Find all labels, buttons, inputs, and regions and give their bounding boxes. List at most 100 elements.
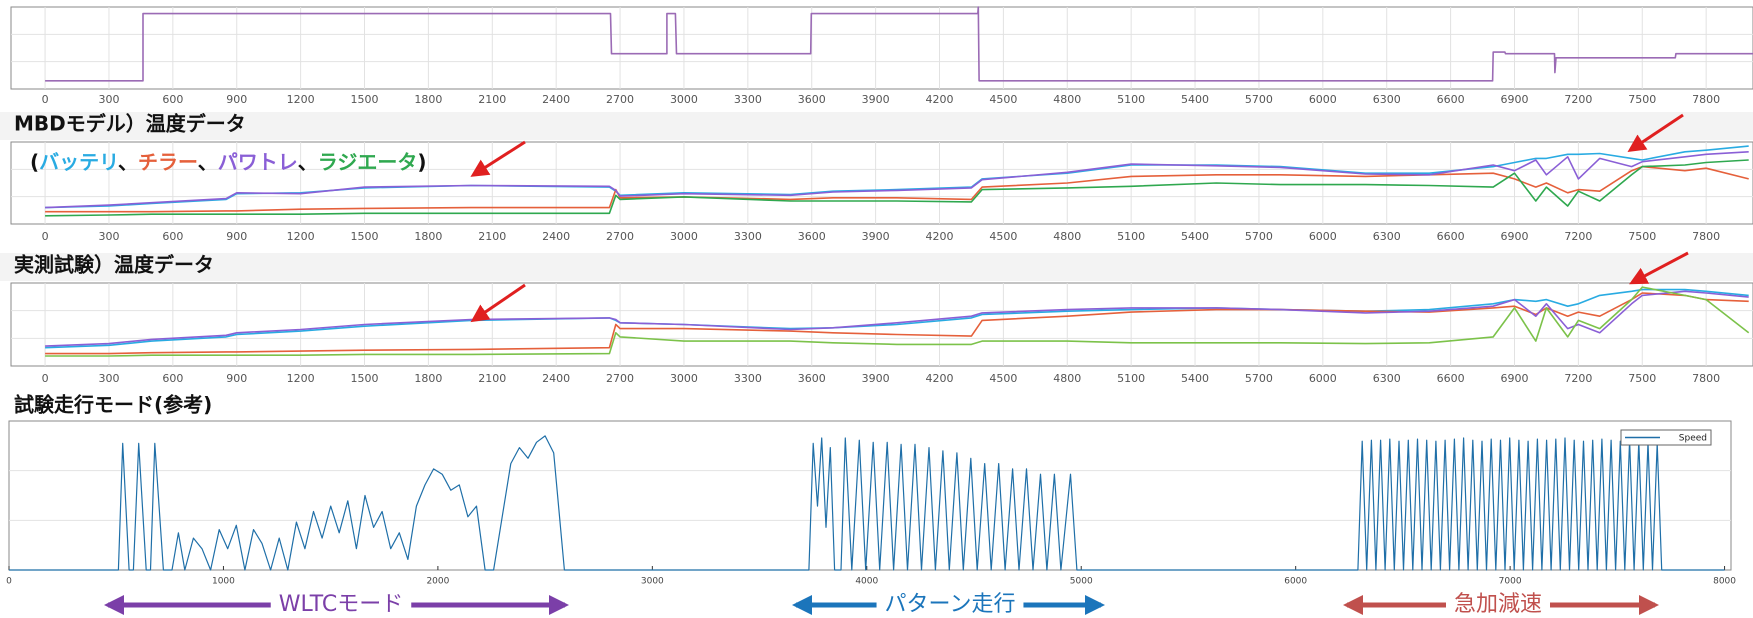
x-tick-label: 2100 (478, 230, 506, 243)
x-tick-label: 2400 (542, 93, 570, 106)
x-tick-label: 5400 (1181, 93, 1209, 106)
x-tick-label: 3900 (862, 230, 890, 243)
x-tick-label: 300 (98, 93, 119, 106)
x-tick-label: 4200 (925, 93, 953, 106)
x-tick-label: 3300 (734, 372, 762, 385)
arrow (470, 283, 526, 323)
legend-entry: Speed (1679, 434, 1707, 444)
arrow (1627, 113, 1684, 152)
legend-entry: ラジエータ (318, 150, 418, 174)
legend-box (1620, 429, 1712, 446)
x-tick-label: 2400 (542, 372, 570, 385)
x-tick-label: 1500 (351, 93, 379, 106)
title-band (0, 112, 1753, 140)
x-tick-label: 1200 (287, 372, 315, 385)
x-tick-label: 8000 (1713, 577, 1736, 587)
x-tick-label: 0 (42, 372, 49, 385)
x-tick-label: 3600 (798, 372, 826, 385)
x-tick-label: 5400 (1181, 230, 1209, 243)
series-line (45, 286, 1750, 357)
x-tick-label: 6300 (1373, 372, 1401, 385)
annotation-bg (270, 592, 412, 617)
x-tick-label: 6000 (1284, 577, 1307, 587)
x-tick-label: 300 (98, 230, 119, 243)
x-tick-label: 1800 (414, 230, 442, 243)
x-tick-label: 7800 (1692, 230, 1720, 243)
legend-separator: 、 (198, 150, 218, 174)
x-tick-label: 2100 (478, 372, 506, 385)
annotation: WLTCモード (279, 592, 404, 617)
series-line (45, 6, 1753, 82)
x-tick-label: 7500 (1628, 372, 1656, 385)
x-tick-label: 3000 (670, 372, 698, 385)
x-tick-label: 6300 (1373, 230, 1401, 243)
x-tick-label: 3000 (670, 93, 698, 106)
x-tick-label: 0 (42, 230, 49, 243)
x-tick-label: 3900 (862, 93, 890, 106)
x-tick-label: 4800 (1053, 372, 1081, 385)
plot-frame (10, 141, 1753, 225)
legend-bracket: ) (417, 150, 426, 174)
x-tick-label: 4200 (925, 230, 953, 243)
x-tick-label: 6600 (1437, 372, 1465, 385)
charts: 0 300 600 900 1200 1500 1800 2100 2400 2700 3000 33… (6, 6, 1753, 617)
x-tick-label: 1800 (414, 372, 442, 385)
x-tick-label: 5100 (1117, 230, 1145, 243)
x-tick-label: 3300 (734, 93, 762, 106)
x-tick-label: 6300 (1373, 93, 1401, 106)
title-band (0, 253, 1753, 281)
annotation: パターン走行 (885, 592, 1016, 617)
series-line (9, 435, 1725, 571)
series-line (45, 292, 1749, 355)
chart-title: 試験走行モード(参考) (14, 393, 212, 417)
legend-separator: 、 (118, 150, 138, 174)
x-tick-label: 2700 (606, 372, 634, 385)
series-line (45, 288, 1749, 349)
x-tick-label: 4800 (1053, 230, 1081, 243)
plot-frame (10, 6, 1753, 90)
x-tick-label: 600 (162, 93, 183, 106)
series-line (45, 159, 1749, 217)
x-tick-label: 6600 (1437, 93, 1465, 106)
legend-entry: パワトレ (218, 150, 298, 174)
x-tick-label: 5100 (1117, 372, 1145, 385)
x-tick-label: 600 (162, 372, 183, 385)
x-tick-label: 900 (226, 93, 247, 106)
x-tick-label: 900 (226, 372, 247, 385)
x-tick-label: 4000 (855, 577, 878, 587)
x-tick-label: 5400 (1181, 372, 1209, 385)
arrow (470, 140, 526, 177)
x-tick-label: 6600 (1437, 230, 1465, 243)
x-tick-label: 0 (42, 93, 49, 106)
x-tick-label: 900 (226, 230, 247, 243)
x-tick-label: 2700 (606, 230, 634, 243)
legend: (バッテリ、チラー、パワトレ、ラジエータ) (30, 150, 427, 174)
x-tick-label: 7800 (1692, 372, 1720, 385)
series-line (45, 151, 1749, 209)
x-tick-label: 7500 (1628, 230, 1656, 243)
x-tick-label: 6000 (1309, 230, 1337, 243)
x-tick-label: 2700 (606, 93, 634, 106)
x-tick-label: 6000 (1309, 93, 1337, 106)
x-tick-label: 7200 (1564, 372, 1592, 385)
x-tick-label: 4500 (989, 230, 1017, 243)
annotation-bg (1445, 592, 1551, 617)
x-tick-label: 3600 (798, 230, 826, 243)
x-tick-label: 6900 (1500, 230, 1528, 243)
x-tick-label: 2100 (478, 93, 506, 106)
x-tick-label: 7000 (1499, 577, 1522, 587)
x-tick-label: 6000 (1309, 372, 1337, 385)
x-tick-label: 5700 (1245, 230, 1273, 243)
highlight-arrows (470, 113, 1689, 323)
x-tick-label: 7200 (1564, 93, 1592, 106)
arrow (1629, 251, 1689, 285)
x-tick-label: 1800 (414, 93, 442, 106)
chart-title: 実測試験）温度データ (14, 253, 214, 277)
series-line (45, 290, 1749, 347)
x-tick-label: 0 (6, 577, 12, 587)
x-tick-label: 6900 (1500, 93, 1528, 106)
x-tick-label: 7200 (1564, 230, 1592, 243)
legend-separator: 、 (298, 150, 318, 174)
x-tick-label: 1200 (287, 230, 315, 243)
